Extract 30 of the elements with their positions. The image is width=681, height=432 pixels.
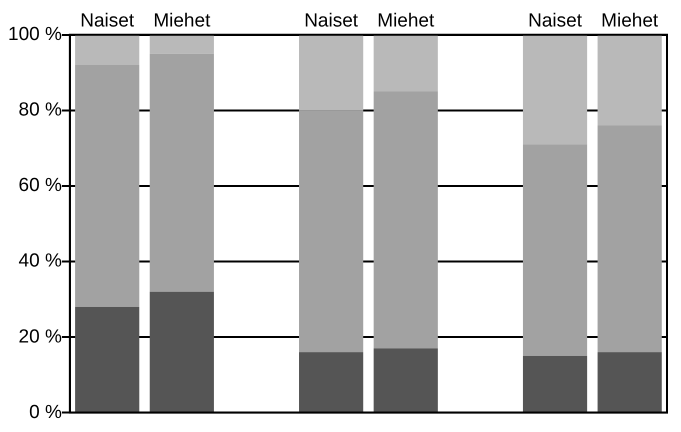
bar [150,54,214,292]
bar [299,34,364,110]
bar [299,352,364,412]
bar [150,292,214,412]
bar [374,348,438,412]
bar [522,356,588,412]
y-tick-label: 20 % [18,326,62,348]
y-tick-label: 0 % [29,402,62,423]
bar [374,91,438,348]
x-tick-label: Naiset [80,10,135,32]
x-tick-label: Miehet [377,10,435,32]
bar [75,34,140,66]
y-tick-label: 100 % [8,24,62,46]
bar [299,110,364,352]
bar [522,34,588,144]
bar [522,144,588,356]
bar [374,34,438,92]
x-tick-label: Naiset [528,10,583,32]
x-tick-label: Naiset [304,10,359,32]
x-tick-label: Miehet [153,10,212,32]
bar [75,306,140,412]
x-tick-label: Miehet [601,10,659,32]
y-tick-label: 80 % [18,100,62,121]
bar [150,34,214,54]
bar [75,65,140,307]
y-tick-label: 60 % [18,175,62,196]
y-tick-label: 40 % [18,250,62,272]
bar [598,34,662,126]
bar [598,125,662,352]
bar [598,352,662,412]
